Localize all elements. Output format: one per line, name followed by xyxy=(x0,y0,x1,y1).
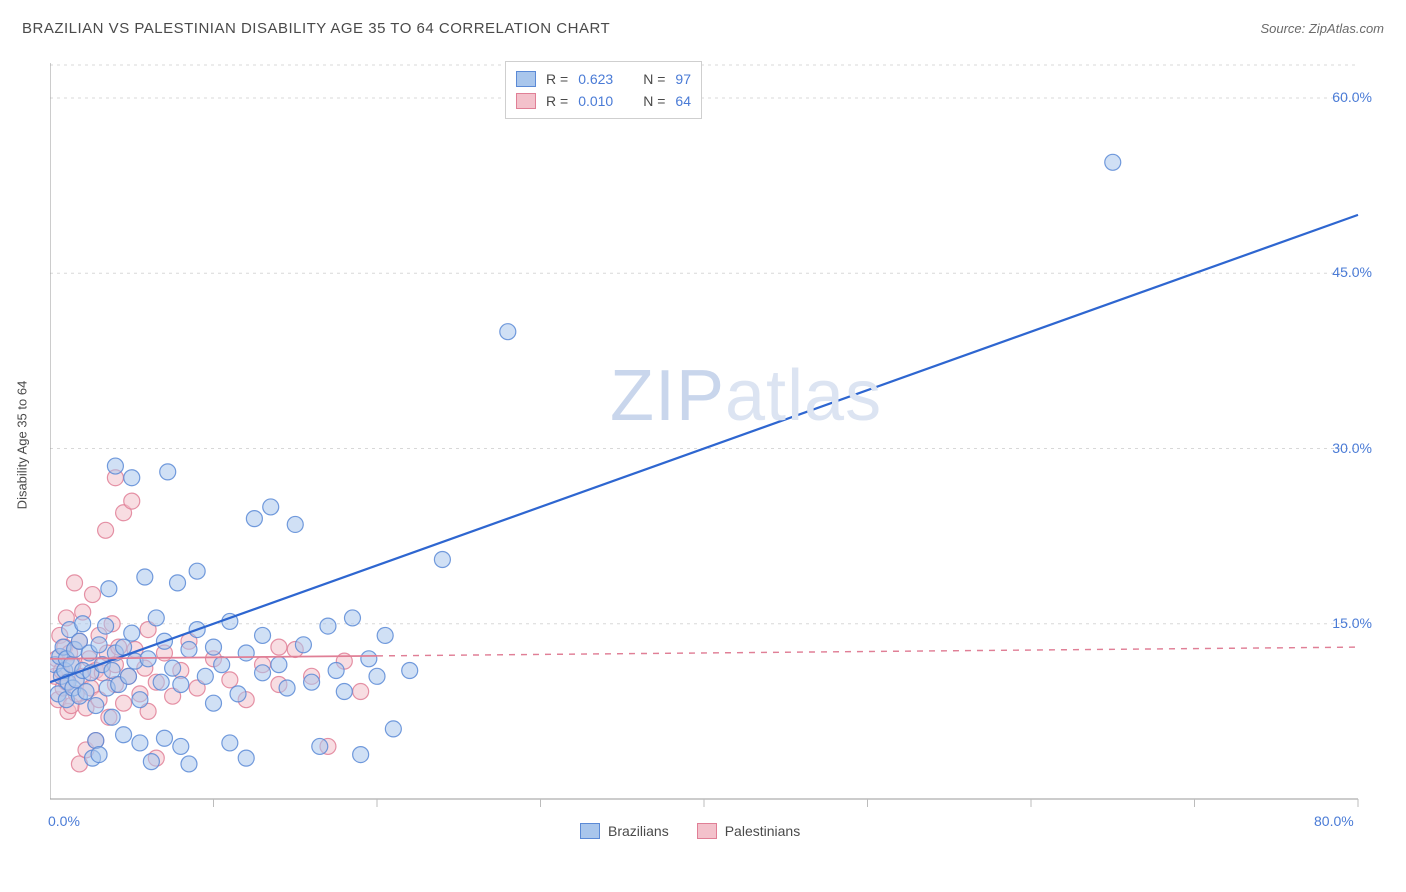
legend-item: Palestinians xyxy=(697,823,801,839)
r-value: 0.010 xyxy=(578,90,613,112)
r-label: R = xyxy=(546,90,568,112)
x-tick-label: 80.0% xyxy=(1314,813,1354,829)
source-label: Source: ZipAtlas.com xyxy=(1260,21,1384,36)
scatter-plot xyxy=(50,55,1370,835)
legend-label: Brazilians xyxy=(608,823,669,839)
x-tick-label: 0.0% xyxy=(48,813,80,829)
n-value: 97 xyxy=(675,68,691,90)
legend-swatch xyxy=(580,823,600,839)
chart-area: Disability Age 35 to 64 ZIPatlas 15.0%30… xyxy=(50,55,1370,835)
legend-label: Palestinians xyxy=(725,823,801,839)
series-legend: Brazilians Palestinians xyxy=(580,823,800,839)
legend-swatch xyxy=(516,93,536,109)
n-label: N = xyxy=(643,68,665,90)
legend-swatch xyxy=(697,823,717,839)
r-label: R = xyxy=(546,68,568,90)
y-tick-label: 15.0% xyxy=(1332,615,1372,631)
y-axis-label: Disability Age 35 to 64 xyxy=(15,381,30,510)
legend-swatch xyxy=(516,71,536,87)
y-tick-label: 60.0% xyxy=(1332,89,1372,105)
n-value: 64 xyxy=(675,90,691,112)
r-value: 0.623 xyxy=(578,68,613,90)
title-bar: BRAZILIAN VS PALESTINIAN DISABILITY AGE … xyxy=(22,20,1384,37)
chart-title: BRAZILIAN VS PALESTINIAN DISABILITY AGE … xyxy=(22,20,610,37)
stats-legend-row: R = 0.623 N = 97 xyxy=(516,68,691,90)
y-tick-label: 30.0% xyxy=(1332,440,1372,456)
n-label: N = xyxy=(643,90,665,112)
stats-legend: R = 0.623 N = 97 R = 0.010 N = 64 xyxy=(505,61,702,119)
y-tick-label: 45.0% xyxy=(1332,264,1372,280)
legend-item: Brazilians xyxy=(580,823,669,839)
stats-legend-row: R = 0.010 N = 64 xyxy=(516,90,691,112)
